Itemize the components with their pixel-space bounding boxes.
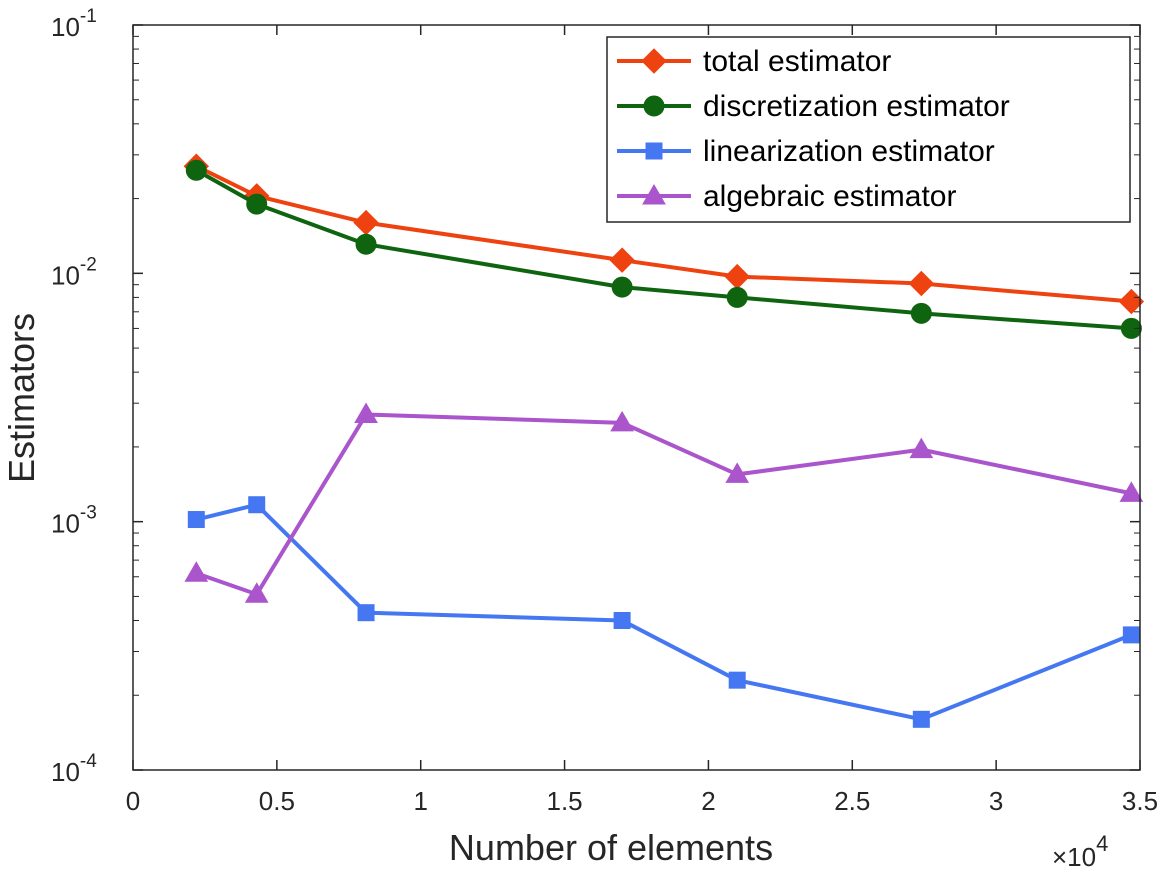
legend-entry: discretization estimator: [617, 90, 1010, 123]
data-point: [909, 437, 934, 459]
legend-label: linearization estimator: [703, 135, 995, 168]
legend: total estimator discretization estimator l…: [606, 36, 1131, 223]
legend-marker: [643, 95, 665, 117]
legend-marker: [645, 142, 663, 160]
data-point: [726, 286, 748, 308]
data-point: [725, 462, 750, 483]
x-axis-title: Number of elements: [449, 827, 773, 868]
x-multiplier-exponent: 4: [1096, 831, 1108, 856]
series-1: [185, 159, 1142, 339]
series-2: [187, 496, 1140, 728]
series-layer: [183, 153, 1145, 728]
legend-box: [606, 36, 1131, 223]
y-axis-title: Estimators: [1, 313, 42, 483]
legend-marker: [642, 184, 666, 205]
axes-box: [132, 24, 1141, 771]
x-tick-label: 1.5: [546, 786, 582, 816]
data-point: [912, 710, 930, 728]
data-point: [609, 247, 635, 273]
legend-entry: total estimator: [617, 45, 891, 78]
data-point: [610, 410, 634, 432]
x-tick-label: 0.5: [259, 786, 295, 816]
data-point: [355, 233, 377, 255]
legend-label: total estimator: [703, 45, 891, 78]
x-multiplier: ×104: [1052, 831, 1108, 872]
data-point: [187, 511, 205, 529]
x-tick-label: 2: [701, 786, 715, 816]
data-point: [248, 496, 266, 514]
x-tick-label: 0: [126, 786, 140, 816]
axes-layer: 0 0.5 1 1.5 2 2.5 3 3.5 10-4 10-3 10-2 10-1: [51, 6, 1158, 816]
data-point: [1120, 317, 1142, 339]
data-point: [611, 276, 633, 298]
x-tick-label: 1: [413, 786, 427, 816]
data-point: [908, 270, 935, 297]
legend-entry: algebraic estimator: [617, 180, 956, 213]
legend-entry: linearization estimator: [617, 135, 995, 168]
data-point: [613, 611, 631, 629]
data-point: [185, 159, 207, 181]
data-point: [910, 302, 932, 324]
x-tick-label: 3.5: [1122, 786, 1158, 816]
legend-marker: [641, 48, 667, 74]
y-tick-label: 10-2: [51, 254, 97, 290]
series-3: [184, 402, 1144, 603]
legend-label: discretization estimator: [703, 90, 1010, 123]
data-point: [1119, 481, 1144, 502]
x-tick-label: 2.5: [834, 786, 870, 816]
data-point: [246, 193, 268, 215]
y-tick-label: 10-1: [51, 6, 97, 42]
data-point: [1122, 626, 1140, 644]
x-multiplier-base: ×10: [1052, 842, 1096, 872]
data-point: [354, 402, 378, 424]
y-tick-label: 10-3: [51, 503, 97, 539]
x-tick-label: 3: [989, 786, 1003, 816]
data-point: [728, 671, 746, 689]
data-point: [184, 561, 209, 582]
data-point: [244, 582, 269, 603]
y-tick-label: 10-4: [51, 751, 97, 787]
data-point: [357, 604, 375, 622]
legend-label: algebraic estimator: [703, 180, 956, 213]
